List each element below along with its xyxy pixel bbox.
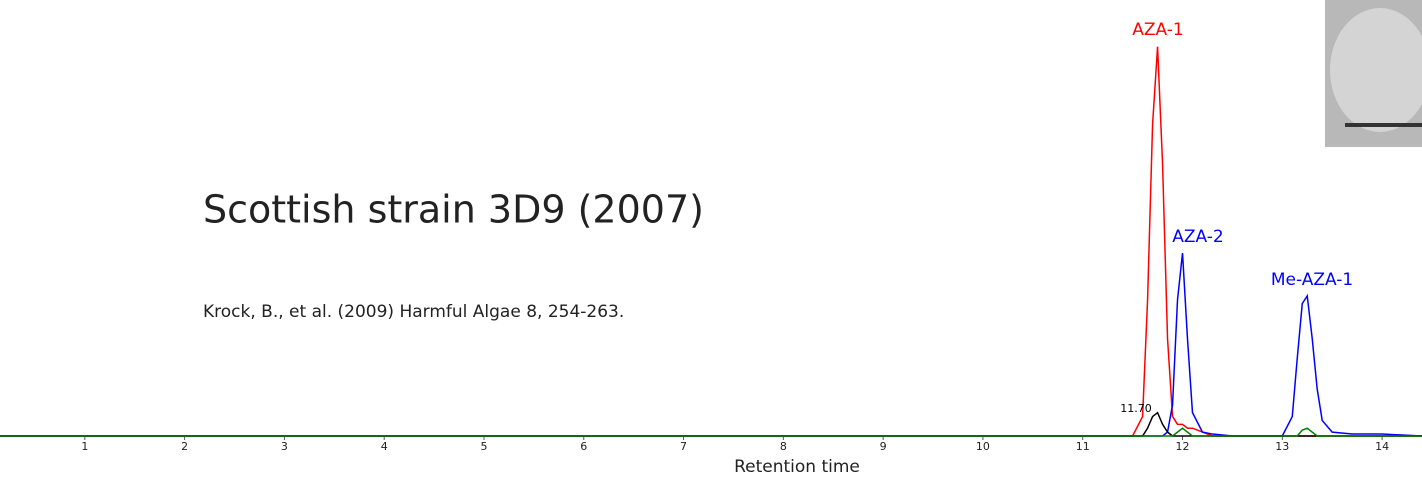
x-tick-label: 8: [780, 440, 787, 453]
x-tick-label: 1: [81, 440, 88, 453]
peak-label: AZA-2: [1172, 227, 1223, 247]
x-axis-label: Retention time: [734, 457, 860, 477]
series-line: [0, 411, 1422, 437]
x-tick-label: 10: [976, 440, 990, 453]
citation: Krock, B., et al. (2009) Harmful Algae 8…: [203, 302, 624, 322]
x-tick-label: 4: [381, 440, 388, 453]
chart-title: Scottish strain 3D9 (2007): [203, 188, 704, 232]
x-tick-label: 13: [1275, 440, 1289, 453]
x-tick-label: 6: [580, 440, 587, 453]
peak-label: AZA-1: [1132, 20, 1183, 40]
x-tick-label: 3: [281, 440, 288, 453]
x-tick-label: 5: [480, 440, 487, 453]
x-tick-label: 11: [1076, 440, 1090, 453]
x-tick-label: 9: [880, 440, 887, 453]
x-tick-label: 12: [1176, 440, 1190, 453]
peak-label: 11.70: [1120, 402, 1152, 415]
x-tick-label: 7: [680, 440, 687, 453]
series-line: [0, 252, 1422, 437]
cell-photo-cell: [1330, 8, 1422, 132]
peak-label: Me-AZA-1: [1271, 270, 1353, 290]
x-tick-label: 14: [1375, 440, 1389, 453]
x-tick-label: 2: [181, 440, 188, 453]
series-line: [0, 427, 1422, 437]
